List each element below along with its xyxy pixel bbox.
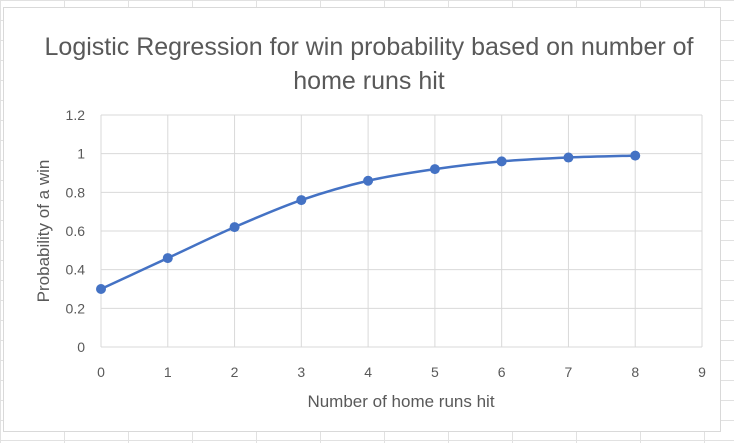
x-tick-label: 6	[498, 364, 506, 380]
data-point[interactable]	[496, 156, 507, 167]
x-tick-label: 0	[97, 364, 105, 380]
chart-title: Logistic Regression for win probability …	[44, 33, 694, 95]
y-tick-label: 0	[77, 339, 85, 355]
x-tick-label: 5	[431, 364, 439, 380]
x-tick-label: 9	[698, 364, 706, 380]
data-point[interactable]	[96, 284, 106, 294]
x-axis-tick-labels: 0 1 2 3 4 5 6 7 8 9	[97, 364, 706, 380]
series-points	[96, 150, 641, 294]
gridlines	[100, 114, 703, 348]
data-point[interactable]	[363, 175, 374, 186]
data-point[interactable]	[563, 152, 574, 163]
data-point[interactable]	[229, 222, 240, 233]
chart-area[interactable]: Logistic Regression for win probability …	[3, 7, 721, 432]
y-tick-label: 0.6	[66, 223, 86, 239]
x-axis-title: Number of home runs hit	[307, 392, 494, 411]
y-tick-label: 0.8	[66, 184, 86, 200]
data-point[interactable]	[630, 150, 641, 161]
data-point[interactable]	[429, 164, 440, 175]
x-tick-label: 1	[164, 364, 172, 380]
x-tick-label: 2	[231, 364, 239, 380]
y-axis-title: Probability of a win	[34, 160, 53, 303]
data-point[interactable]	[162, 253, 173, 264]
y-tick-label: 0.2	[66, 300, 86, 316]
y-tick-label: 1.2	[66, 107, 86, 123]
y-axis-tick-labels: 0 0.2 0.4 0.6 0.8 1 1.2	[66, 107, 86, 355]
y-tick-label: 0.4	[66, 262, 86, 278]
data-point[interactable]	[296, 195, 307, 206]
x-tick-label: 3	[297, 364, 305, 380]
y-tick-label: 1	[77, 146, 85, 162]
x-tick-label: 4	[364, 364, 372, 380]
x-tick-label: 7	[565, 364, 573, 380]
x-tick-label: 8	[631, 364, 639, 380]
